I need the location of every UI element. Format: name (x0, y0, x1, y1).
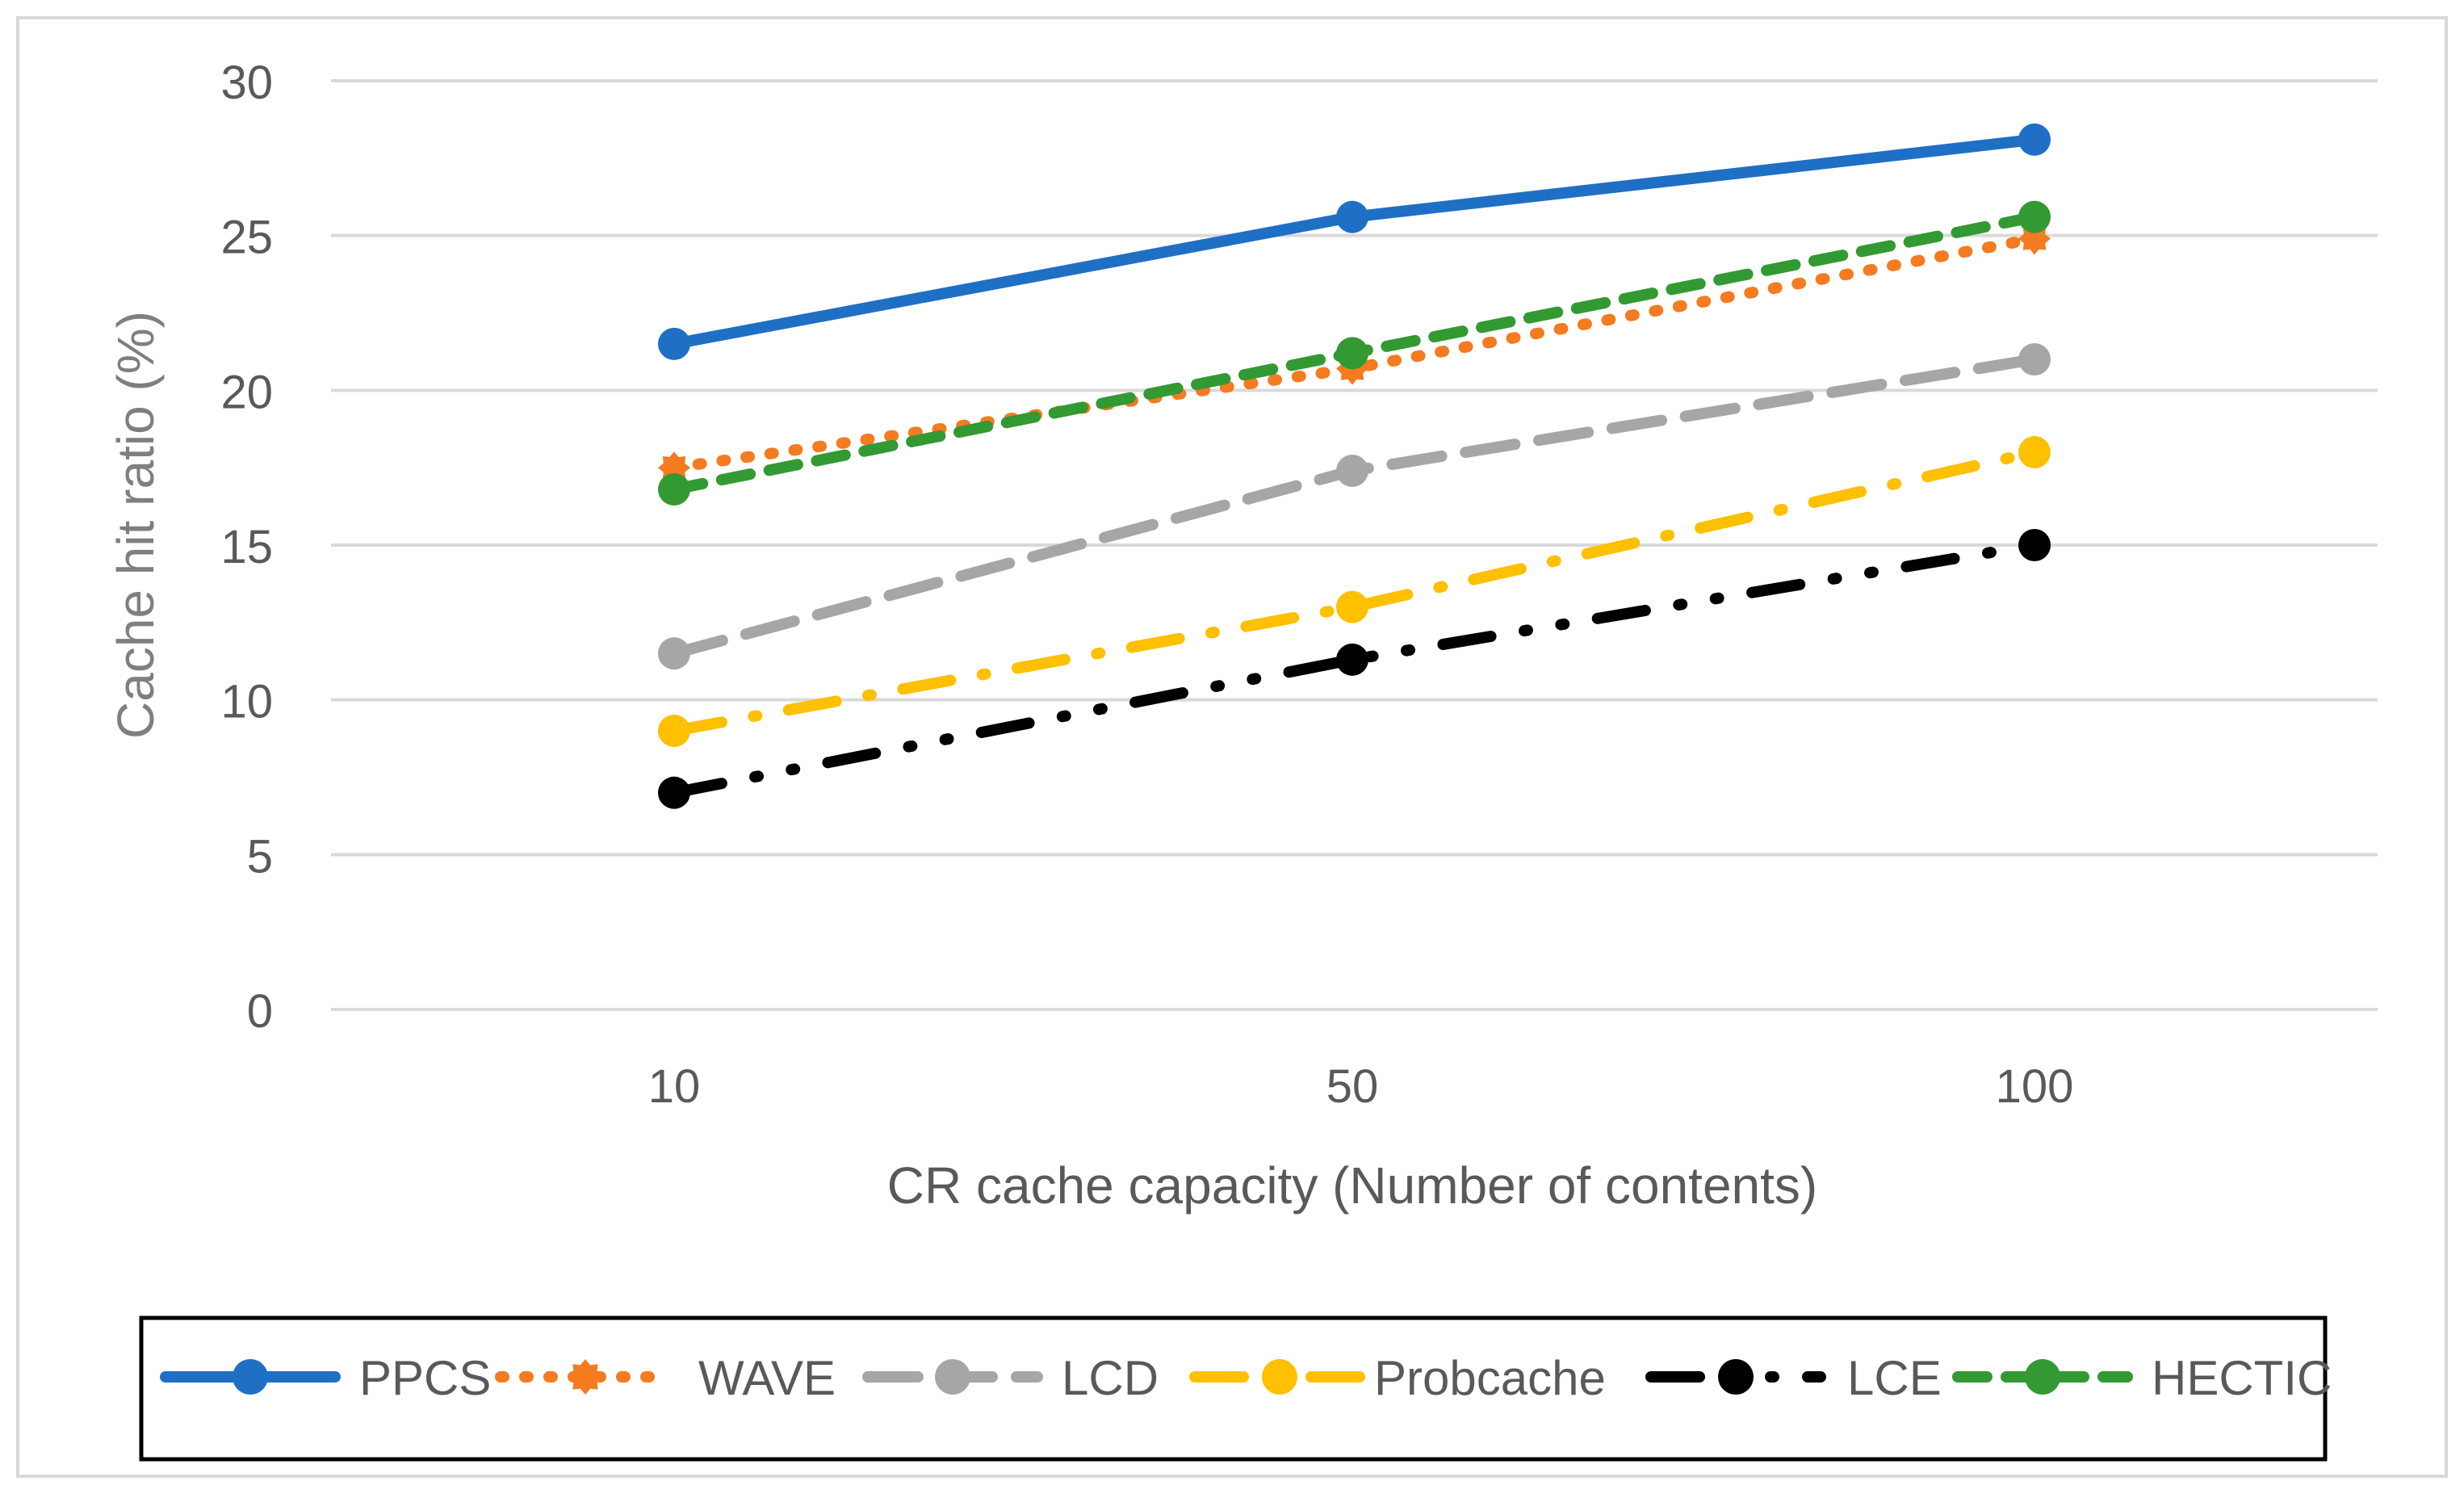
data-point (1336, 643, 1368, 676)
data-point (2018, 343, 2051, 376)
legend-marker (2025, 1359, 2060, 1395)
data-point (2018, 200, 2051, 233)
y-tick-label: 15 (220, 521, 273, 573)
legend-marker (1262, 1359, 1297, 1395)
y-tick-label: 5 (247, 830, 273, 883)
series-line (668, 447, 2040, 736)
legend-label: PPCS (359, 1351, 491, 1405)
y-tick-label: 10 (220, 676, 273, 728)
x-tick-label: 50 (1326, 1060, 1379, 1113)
legend-label: WAVE (698, 1351, 836, 1405)
data-point (1336, 200, 1368, 233)
legend: PPCS WAVE LCD Probcache LCE HECTIC (160, 1351, 2332, 1405)
series-probcache (658, 436, 2051, 747)
legend-item-wave: WAVE (495, 1351, 836, 1405)
legend-item-probcache: Probcache (1189, 1351, 1606, 1405)
y-axis-label: Cache hit ratio (%) (107, 311, 165, 739)
data-point (1336, 590, 1368, 623)
x-axis-label: CR cache capacity (Number of contents) (887, 1156, 1817, 1215)
data-point (2018, 529, 2051, 561)
data-point (658, 473, 690, 506)
legend-marker (568, 1359, 603, 1395)
series-group (658, 123, 2051, 809)
chart-outer-border (16, 16, 2448, 1478)
y-tick-label: 0 (247, 985, 273, 1038)
data-point (2018, 123, 2051, 156)
data-point (2018, 436, 2051, 468)
data-point (1336, 455, 1368, 487)
data-point (658, 776, 690, 809)
x-tick-label: 100 (1996, 1060, 2074, 1113)
series-hectic (658, 200, 2051, 506)
legend-marker (233, 1359, 268, 1395)
data-point (1336, 337, 1368, 370)
series-lcd (658, 343, 2051, 670)
series-ppcs (658, 123, 2051, 360)
legend-item-hectic: HECTIC (1952, 1351, 2332, 1405)
series-lce (658, 529, 2051, 809)
legend-box (139, 1315, 2328, 1462)
legend-item-lce: LCE (1645, 1351, 1942, 1405)
x-tick-labels: 10 50 100 (648, 1060, 2074, 1113)
legend-item-lcd: LCD (862, 1351, 1159, 1405)
y-tick-label: 25 (220, 212, 273, 264)
y-tick-labels: 0 5 10 15 20 25 30 (220, 57, 273, 1038)
legend-marker (1718, 1359, 1754, 1395)
legend-label: LCE (1847, 1351, 1942, 1405)
legend-item-ppcs: PPCS (160, 1351, 491, 1405)
legend-marker (935, 1359, 970, 1395)
data-point (658, 637, 690, 670)
legend-label: HECTIC (2152, 1351, 2332, 1405)
x-tick-label: 10 (648, 1060, 701, 1113)
legend-label: LCD (1062, 1351, 1159, 1405)
y-tick-label: 30 (220, 57, 273, 109)
data-point (658, 327, 690, 360)
y-tick-label: 20 (220, 366, 273, 418)
data-point (658, 715, 690, 747)
legend-label: Probcache (1374, 1351, 1606, 1405)
